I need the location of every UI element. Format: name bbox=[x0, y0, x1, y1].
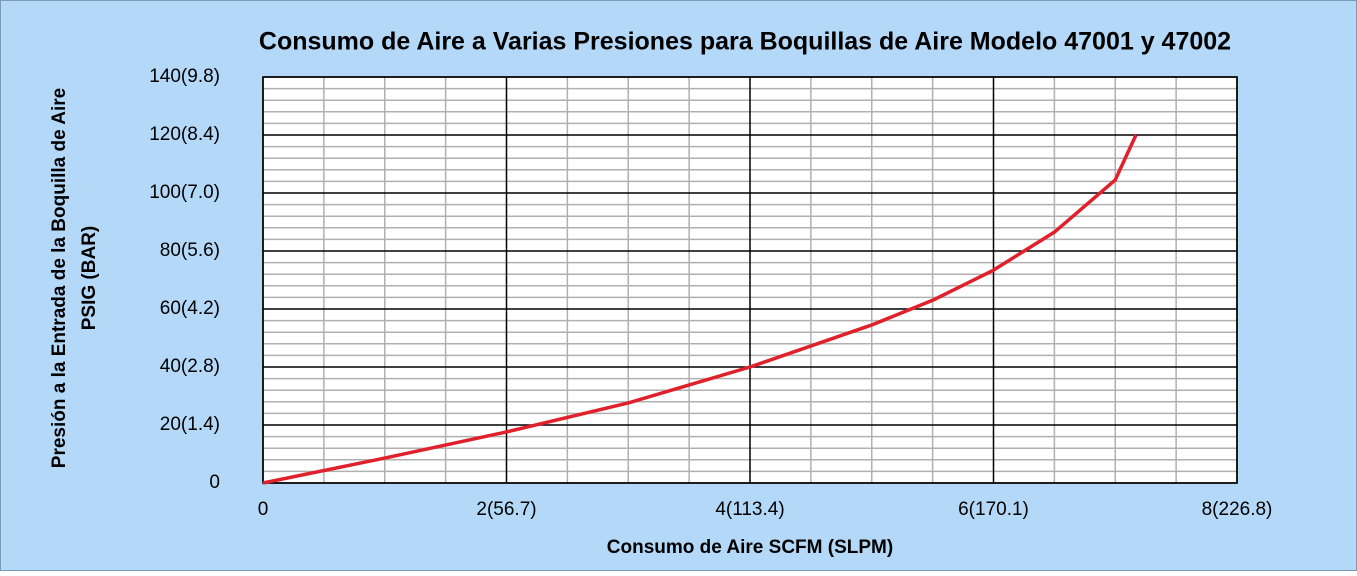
y-tick-label: 60(4.2) bbox=[160, 298, 220, 319]
x-tick-label: 8(226.8) bbox=[1202, 499, 1273, 520]
y-tick-label: 120(8.4) bbox=[149, 124, 220, 145]
x-tick-label: 2(56.7) bbox=[476, 499, 536, 520]
data-line bbox=[262, 134, 1138, 485]
y-tick-label: 140(9.8) bbox=[149, 66, 220, 87]
y-tick-label: 80(5.6) bbox=[160, 240, 220, 261]
plot-border bbox=[262, 76, 1238, 484]
y-tick-label: 0 bbox=[209, 472, 220, 493]
x-tick-label: 0 bbox=[258, 499, 269, 520]
y-axis-label: PSIG (BAR) bbox=[79, 226, 100, 331]
x-tick-label: 4(113.4) bbox=[715, 499, 784, 520]
y-tick-label: 40(2.8) bbox=[160, 356, 220, 377]
chart-title: Consumo de Aire a Varias Presiones para … bbox=[259, 28, 1231, 56]
y-axis-label: Presión a la Entrada de la Boquilla de A… bbox=[49, 88, 70, 468]
x-axis-label: Consumo de Aire SCFM (SLPM) bbox=[607, 537, 893, 558]
y-tick-label: 100(7.0) bbox=[149, 182, 220, 203]
y-tick-label: 20(1.4) bbox=[160, 414, 220, 435]
x-tick-label: 6(170.1) bbox=[958, 499, 1029, 520]
